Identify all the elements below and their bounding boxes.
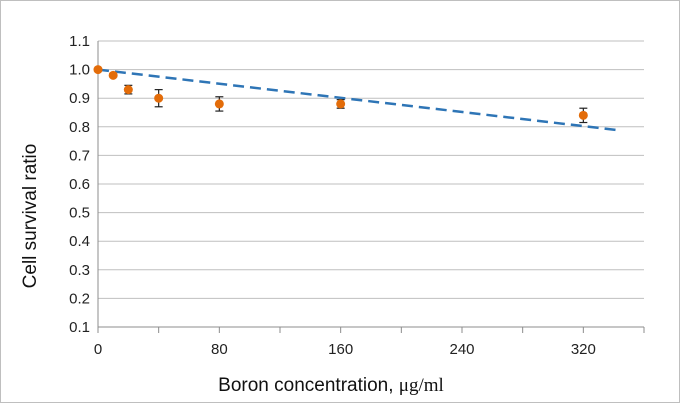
data-point: [123, 85, 133, 95]
y-tick-label: 0.2: [69, 290, 90, 307]
data-point: [108, 70, 118, 80]
y-tick-label: 0.3: [69, 262, 90, 279]
y-tick-label: 0.6: [69, 176, 90, 193]
x-tick-label: 80: [211, 341, 228, 358]
x-axis-title-main: Boron concentration,: [218, 375, 399, 396]
y-tick-label: 0.9: [69, 90, 90, 107]
tick-labels: 0.1 0.2 0.3 0.4 0.5 0.6 0.7 0.8 0.9 1.0 1.1 0 80 160 2…: [69, 33, 596, 358]
data-point: [214, 99, 224, 109]
y-tick-label: 0.4: [69, 233, 90, 250]
y-tick-label: 1.1: [69, 33, 90, 50]
data-point: [578, 110, 588, 120]
trendline: [97, 68, 622, 132]
y-tick-label: 1.0: [69, 62, 90, 79]
y-tick-label: 0.7: [69, 147, 90, 164]
data-point: [93, 65, 103, 75]
y-tick-label: 0.1: [69, 319, 90, 336]
trendline-group: [97, 68, 622, 132]
x-tick-label: 240: [449, 341, 474, 358]
x-tick-label: 320: [571, 341, 596, 358]
data-point: [336, 99, 346, 109]
x-axis-title: Boron concentration, μg/ml: [218, 375, 444, 396]
x-tick-label: 160: [328, 341, 353, 358]
x-axis-title-unit: μg/ml: [399, 375, 444, 396]
y-tick-label: 0.8: [69, 119, 90, 136]
y-axis-title: Cell survival ratio: [20, 144, 41, 289]
data-point: [154, 93, 164, 103]
gridlines: [98, 40, 644, 299]
data-points: [93, 65, 588, 124]
axes: [97, 41, 645, 333]
x-tick-label: 0: [94, 341, 102, 358]
y-tick-label: 0.5: [69, 205, 90, 222]
